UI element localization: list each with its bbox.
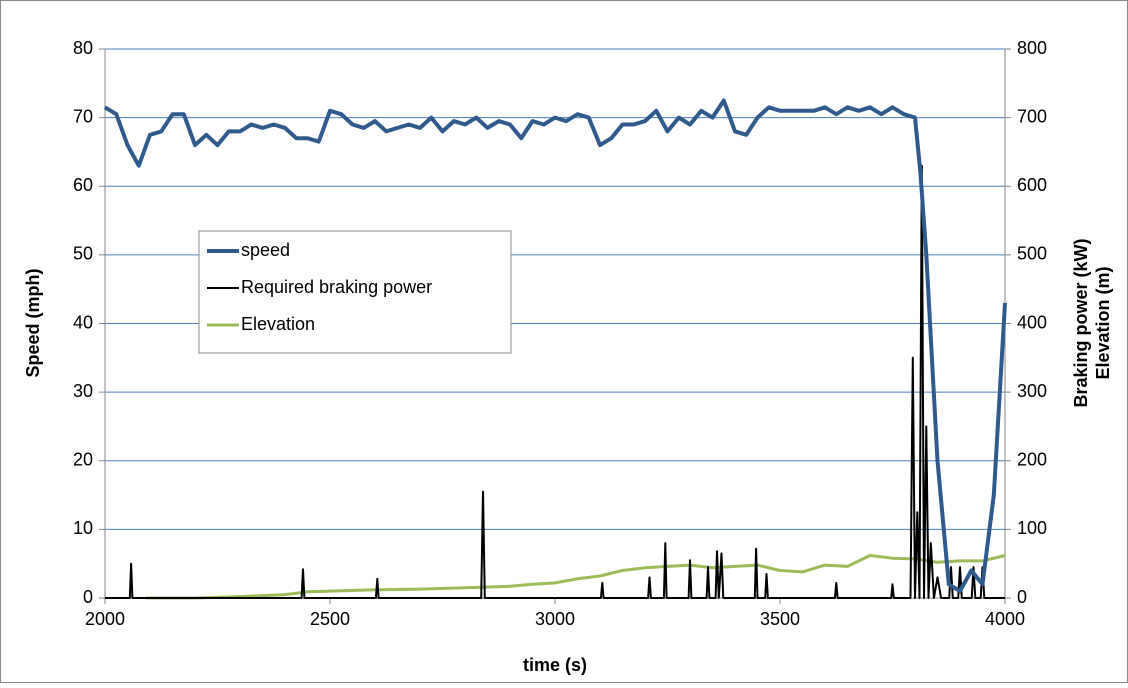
y-tick-label: 50: [73, 244, 93, 264]
y2-tick-label: 0: [1017, 587, 1027, 607]
y-tick-label: 30: [73, 381, 93, 401]
y-tick-label: 40: [73, 312, 93, 332]
series-line: [145, 554, 1006, 600]
y2-tick-label: 200: [1017, 450, 1047, 470]
y2-tick-label: 300: [1017, 381, 1047, 401]
y2-tick-label: 700: [1017, 106, 1047, 126]
legend-label: Elevation: [241, 314, 315, 334]
legend-box: [198, 230, 512, 354]
y2-tick-label: 500: [1017, 244, 1047, 264]
x-tick-label: 3000: [535, 609, 575, 629]
x-tick-label: 3500: [760, 609, 800, 629]
y2-tick-label: 400: [1017, 312, 1047, 332]
y2-axis-label: Braking power (kW): [1071, 238, 1091, 407]
y2-tick-label: 800: [1017, 38, 1047, 58]
series-line: [103, 98, 1007, 594]
legend-label: speed: [241, 240, 290, 260]
y-tick-label: 70: [73, 106, 93, 126]
legend-label: Required braking power: [241, 277, 432, 297]
y-tick-label: 80: [73, 38, 93, 58]
y2-axis-label: Elevation (m): [1093, 266, 1113, 379]
x-tick-label: 2000: [85, 609, 125, 629]
y-tick-label: 20: [73, 450, 93, 470]
x-tick-label: 4000: [985, 609, 1025, 629]
x-axis-label: time (s): [523, 655, 587, 675]
y2-tick-label: 100: [1017, 518, 1047, 538]
y2-tick-label: 600: [1017, 175, 1047, 195]
y-tick-label: 0: [83, 587, 93, 607]
y-tick-label: 60: [73, 175, 93, 195]
series-line: [105, 164, 1005, 599]
x-tick-label: 2500: [310, 609, 350, 629]
y-tick-label: 10: [73, 518, 93, 538]
y-axis-label: Speed (mph): [23, 268, 43, 377]
